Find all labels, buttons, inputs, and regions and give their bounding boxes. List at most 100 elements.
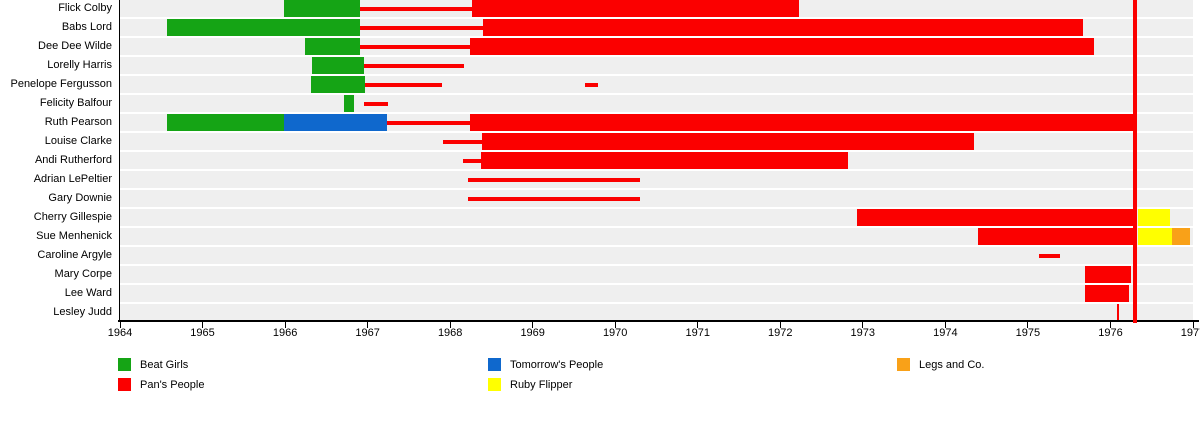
segment-ruby_flipper <box>1137 209 1170 226</box>
x-axis-tick <box>614 322 616 328</box>
x-axis-tick <box>202 322 203 328</box>
x-axis-tick-label: 1966 <box>272 327 298 339</box>
segment-pans_people <box>1084 266 1132 283</box>
x-axis-tick-label: 1964 <box>107 327 133 339</box>
x-axis-tick-label: 1967 <box>355 327 380 339</box>
row-stripe <box>120 285 1193 302</box>
segment-pans_people <box>360 7 473 11</box>
x-axis-tick-label: 1970 <box>602 327 628 339</box>
row-label: Sue Menhenick <box>36 230 112 242</box>
x-axis-tick-label: 1976 <box>1098 327 1123 339</box>
row-label: Ruth Pearson <box>44 116 112 128</box>
row-label: Cherry Gillespie <box>33 211 112 223</box>
segment-pans_people <box>360 26 484 30</box>
x-axis-tick <box>862 322 864 328</box>
row-stripe <box>120 266 1193 283</box>
row-label: Adrian LePeltier <box>33 173 112 185</box>
x-axis-tick <box>1027 322 1029 328</box>
legend-label-pans_people: Pan's People <box>140 379 205 391</box>
x-axis-tick-label: 1974 <box>933 327 958 339</box>
row-label: Babs Lord <box>61 21 112 33</box>
x-axis-tick <box>449 322 451 328</box>
segment-pans_people <box>977 228 1133 245</box>
legend-label-legs_and_co: Legs and Co. <box>919 359 985 371</box>
row-stripe <box>120 171 1193 188</box>
segment-pans_people <box>472 0 800 17</box>
x-axis-line <box>118 320 1199 322</box>
legend-label-tomorrows_people: Tomorrow's People <box>510 359 604 371</box>
x-axis-tick-label: 1971 <box>685 327 711 339</box>
segment-beat_girls <box>312 57 365 74</box>
x-axis-tick <box>944 322 946 328</box>
row-stripe <box>120 247 1193 264</box>
segment-pans_people <box>584 83 598 87</box>
row-stripe <box>120 57 1193 74</box>
segment-pans_people <box>462 159 481 163</box>
x-axis-tick-label: 1975 <box>1015 327 1041 339</box>
segment-pans_people <box>468 178 640 182</box>
x-axis-tick-label: 1968 <box>437 327 463 339</box>
row-stripe <box>120 76 1193 93</box>
x-axis-tick-label: 1965 <box>190 327 215 339</box>
row-stripe <box>120 304 1193 321</box>
row-stripe <box>120 190 1193 207</box>
x-axis-tick <box>697 322 699 328</box>
segment-ruby_flipper <box>1137 228 1173 245</box>
segment-pans_people <box>442 140 483 144</box>
row-stripe <box>120 228 1193 245</box>
x-axis-tick-label: 1969 <box>520 327 545 339</box>
segment-legs_and_co <box>1172 228 1190 245</box>
segment-pans_people <box>365 83 442 87</box>
legend-swatch-legs_and_co <box>897 358 910 371</box>
x-axis-tick <box>119 322 121 328</box>
row-label: Gary Downie <box>48 192 112 204</box>
segment-pans_people <box>468 197 640 201</box>
segment-beat_girls <box>167 19 361 36</box>
row-label: Felicity Balfour <box>39 97 112 109</box>
row-label: Lesley Judd <box>53 306 112 318</box>
segment-pans_people <box>482 133 975 150</box>
segment-pans_people <box>386 121 470 125</box>
segment-pans_people <box>470 38 1094 55</box>
segment-beat_girls <box>310 76 366 93</box>
x-axis-tick <box>367 322 369 328</box>
row-stripe <box>120 95 1193 112</box>
segment-pans_people <box>483 19 1084 36</box>
legend-swatch-ruby_flipper <box>488 378 501 391</box>
x-axis-tick <box>779 322 781 328</box>
plot-left-border <box>119 0 120 322</box>
row-label: Andi Rutherford <box>34 154 112 166</box>
row-label: Flick Colby <box>58 2 112 14</box>
segment-pans_people <box>470 114 1133 131</box>
era-end-marker-line <box>1132 0 1137 323</box>
row-label: Dee Dee Wilde <box>38 40 112 52</box>
legend-swatch-beat_girls <box>118 358 131 371</box>
segment-beat_girls <box>343 95 355 112</box>
row-label: Lee Ward <box>64 287 112 299</box>
segment-pans_people <box>857 209 1133 226</box>
row-label: Mary Corpe <box>54 268 112 280</box>
x-axis-tick-label: 1973 <box>850 327 876 339</box>
row-label: Penelope Fergusson <box>10 78 112 90</box>
legend-label-ruby_flipper: Ruby Flipper <box>510 379 573 391</box>
segment-pans_people <box>1038 254 1061 258</box>
x-axis-tick <box>532 322 534 328</box>
plot-area: Flick Colby Babs Lord Dee Dee Wilde Lorelly… <box>10 0 1200 339</box>
x-axis-tick <box>1192 322 1194 328</box>
segment-tomorrows_people <box>284 114 387 131</box>
segment-pans_people <box>480 152 848 169</box>
segment-beat_girls <box>167 114 285 131</box>
segment-beat_girls <box>284 0 361 17</box>
legend-swatch-pans_people <box>118 378 131 391</box>
x-axis-tick-label: 1972 <box>768 327 793 339</box>
segment-pans_people <box>364 64 465 68</box>
segment-pans_people <box>363 102 389 106</box>
x-axis-tick <box>1110 322 1111 328</box>
legend-label-beat_girls: Beat Girls <box>140 359 189 371</box>
legend-swatch-tomorrows_people <box>488 358 501 371</box>
row-label: Louise Clarke <box>44 135 112 147</box>
row-label: Caroline Argyle <box>37 249 112 261</box>
row-label: Lorelly Harris <box>47 59 112 71</box>
